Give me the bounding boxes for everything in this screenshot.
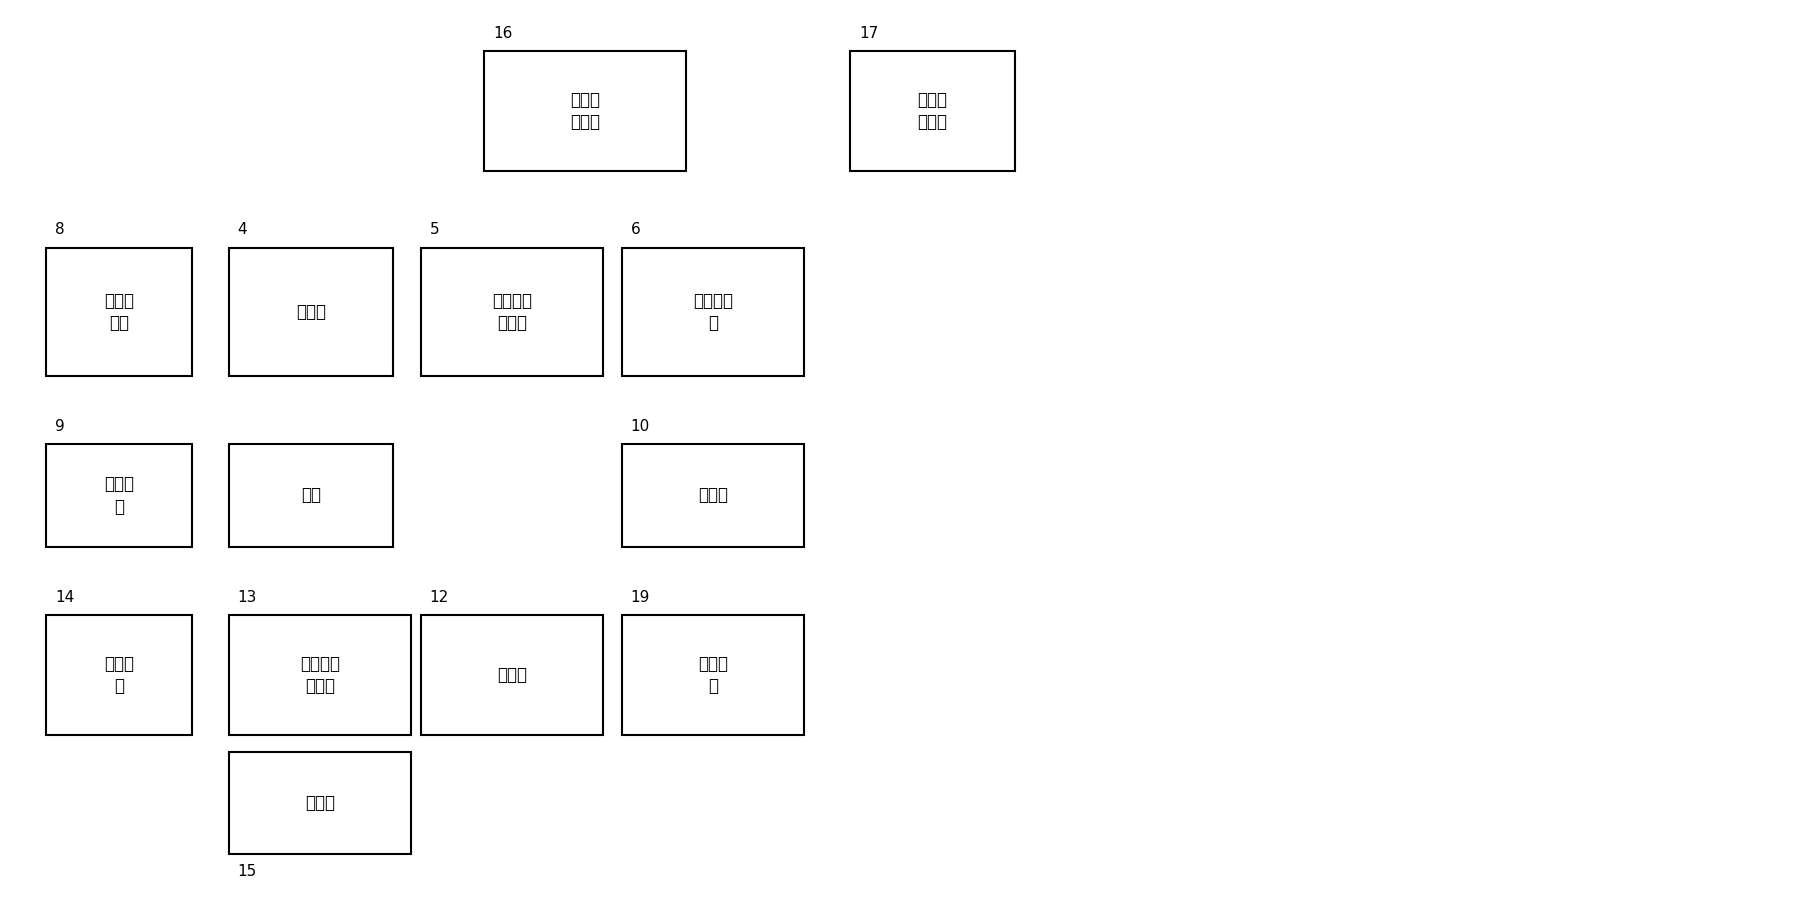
Text: 第二低通
滤波器: 第二低通 滤波器 [300,654,340,695]
Bar [45,248,192,376]
Text: 14: 14 [54,590,74,605]
Text: 15: 15 [237,865,257,879]
Text: 5: 5 [429,222,440,238]
Bar [621,615,804,735]
Bar [228,248,393,376]
Bar [45,444,192,547]
Bar [851,51,1015,171]
Bar [228,751,411,855]
Text: 8: 8 [54,222,65,238]
Text: 电子开
关切换: 电子开 关切换 [570,91,601,131]
Text: 13: 13 [237,590,257,605]
Text: 9: 9 [54,419,65,434]
Text: 电流检
测: 电流检 测 [103,475,134,515]
Text: 16: 16 [494,26,512,41]
Text: 他激频
率给定: 他激频 率给定 [918,91,947,131]
Text: 19: 19 [630,590,650,605]
Text: 单稳态
电路: 单稳态 电路 [103,292,134,332]
Text: 密度给
定: 密度给 定 [103,654,134,695]
Text: 二分频: 二分频 [699,486,728,505]
Text: 压控振荡
器: 压控振荡 器 [693,292,733,332]
Bar [420,615,603,735]
Bar [228,444,393,547]
Text: 比较器: 比较器 [304,794,335,812]
Bar [45,615,192,735]
Text: 10: 10 [630,419,650,434]
Text: 鉴相器: 鉴相器 [295,303,326,321]
Text: 分频器: 分频器 [498,665,527,684]
Text: 17: 17 [860,26,878,41]
Text: 同步电
路: 同步电 路 [699,654,728,695]
Bar [621,248,804,376]
Text: 12: 12 [429,590,449,605]
Text: 延时: 延时 [300,486,320,505]
Bar [485,51,686,171]
Bar [420,248,603,376]
Bar [621,444,804,547]
Text: 4: 4 [237,222,248,238]
Bar [228,615,411,735]
Text: 6: 6 [630,222,641,238]
Text: 第一低通
滤波器: 第一低通 滤波器 [492,292,532,332]
